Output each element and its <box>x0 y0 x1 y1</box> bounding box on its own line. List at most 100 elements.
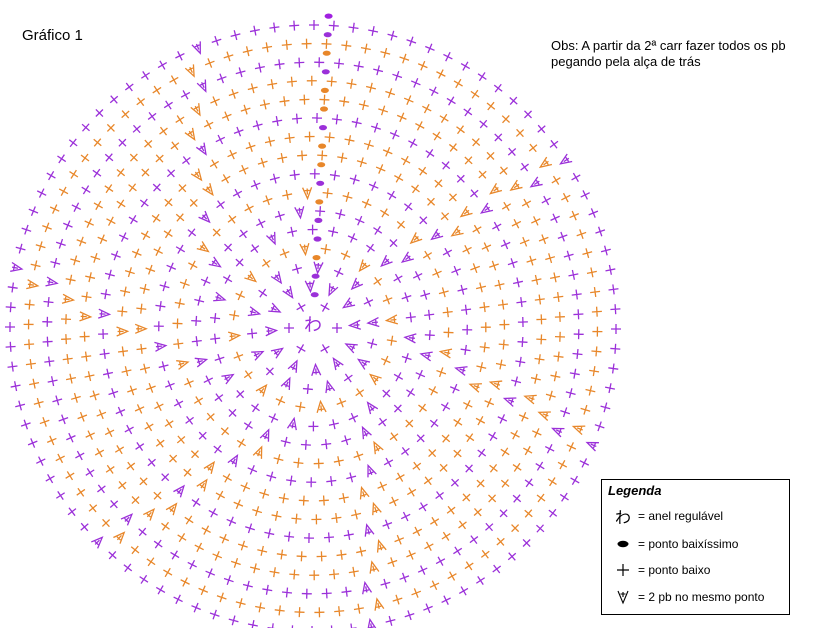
single-crochet-stitch <box>268 413 279 423</box>
single-crochet-stitch <box>177 533 187 543</box>
single-crochet-stitch <box>258 288 268 298</box>
single-crochet-stitch <box>10 381 21 392</box>
increase-stitch <box>221 373 235 385</box>
increase-stitch <box>359 485 370 500</box>
single-crochet-stitch <box>267 623 278 628</box>
increase-stitch <box>91 536 104 549</box>
increase-stitch <box>45 276 59 287</box>
single-crochet-stitch <box>560 407 571 418</box>
single-crochet-stitch <box>30 260 41 271</box>
single-crochet-stitch <box>406 487 417 497</box>
increase-stitch <box>196 241 210 253</box>
single-crochet-stitch <box>499 509 508 518</box>
single-crochet-stitch <box>269 567 280 578</box>
single-crochet-stitch <box>465 433 475 443</box>
single-crochet-stitch <box>213 444 223 454</box>
single-crochet-stitch <box>252 506 263 517</box>
single-crochet-stitch <box>610 323 622 335</box>
single-crochet-stitch <box>336 549 347 560</box>
increase-stitch <box>134 323 148 334</box>
single-crochet-stitch <box>403 95 414 105</box>
increase-stitch <box>325 379 336 394</box>
increase-stitch <box>26 279 40 290</box>
increase-stitch <box>304 280 315 294</box>
single-crochet-stitch <box>499 319 510 330</box>
single-crochet-stitch <box>60 314 72 325</box>
single-crochet-stitch <box>464 561 474 571</box>
single-crochet-stitch <box>600 402 611 413</box>
increase-stitch <box>286 416 297 431</box>
single-crochet-stitch <box>349 174 360 185</box>
single-crochet-stitch <box>163 229 173 239</box>
single-crochet-stitch <box>511 376 522 387</box>
single-crochet-stitch <box>130 545 140 555</box>
single-crochet-stitch <box>139 574 149 584</box>
single-crochet-stitch <box>166 262 177 273</box>
single-crochet-stitch <box>608 363 619 374</box>
single-crochet-stitch <box>348 412 359 423</box>
single-crochet-stitch <box>386 335 397 346</box>
single-crochet-stitch <box>227 149 237 160</box>
increase-stitch <box>213 291 227 302</box>
single-crochet-stitch <box>50 257 61 268</box>
single-crochet-stitch <box>282 189 293 200</box>
single-crochet-stitch <box>138 527 147 537</box>
single-crochet-stitch <box>526 255 537 266</box>
single-crochet-stitch <box>531 428 542 438</box>
single-crochet-stitch <box>164 198 173 207</box>
single-crochet-stitch <box>356 157 367 168</box>
single-crochet-stitch <box>219 533 230 544</box>
single-crochet-stitch <box>29 378 40 389</box>
single-crochet-stitch <box>396 220 406 230</box>
legend-label-ring: = anel regulável <box>638 509 724 523</box>
single-crochet-stitch <box>479 302 490 313</box>
single-crochet-stitch <box>569 368 580 379</box>
single-crochet-stitch <box>406 36 417 47</box>
increase-stitch <box>367 463 377 478</box>
single-crochet-stitch <box>193 396 204 406</box>
single-crochet-stitch <box>425 148 435 159</box>
single-crochet-stitch <box>286 475 297 486</box>
single-crochet-stitch <box>326 625 337 628</box>
single-crochet-stitch <box>328 226 339 237</box>
single-crochet-stitch <box>230 557 241 568</box>
single-crochet-stitch <box>159 281 170 292</box>
single-crochet-stitch <box>500 479 510 488</box>
single-crochet-stitch <box>272 116 283 127</box>
single-crochet-stitch <box>256 218 266 229</box>
increase-stitch <box>10 261 24 272</box>
single-crochet-stitch <box>573 309 584 320</box>
single-crochet-stitch <box>314 607 325 618</box>
single-crochet-stitch <box>279 248 290 259</box>
single-crochet-stitch <box>365 82 377 93</box>
single-crochet-stitch <box>226 516 237 527</box>
single-crochet-stitch <box>236 438 246 448</box>
single-crochet-stitch <box>235 290 246 301</box>
single-crochet-stitch <box>499 166 508 175</box>
single-crochet-stitch <box>215 490 225 501</box>
single-crochet-stitch <box>412 271 423 281</box>
single-crochet-stitch <box>79 331 90 342</box>
magic-ring-icon: わ <box>614 508 631 527</box>
single-crochet-stitch <box>97 234 108 245</box>
single-crochet-stitch <box>300 439 311 450</box>
single-crochet-stitch <box>104 427 115 438</box>
single-crochet-stitch <box>586 267 597 278</box>
single-crochet-stitch <box>114 445 125 455</box>
single-crochet-stitch <box>416 434 425 443</box>
single-crochet-stitch <box>42 336 53 347</box>
single-crochet-stitch <box>306 477 317 488</box>
single-crochet-stitch <box>191 497 201 508</box>
single-crochet-stitch <box>512 277 524 288</box>
single-crochet-stitch <box>76 487 86 497</box>
single-crochet-stitch <box>80 522 89 532</box>
single-crochet-stitch <box>281 587 293 598</box>
single-crochet-stitch <box>201 525 211 535</box>
single-crochet-stitch <box>287 625 298 628</box>
single-crochet-stitch <box>392 70 403 81</box>
single-crochet-stitch <box>264 528 275 539</box>
single-crochet-stitch <box>563 250 574 261</box>
single-crochet-stitch <box>429 580 440 590</box>
increase-stitch <box>358 259 371 273</box>
